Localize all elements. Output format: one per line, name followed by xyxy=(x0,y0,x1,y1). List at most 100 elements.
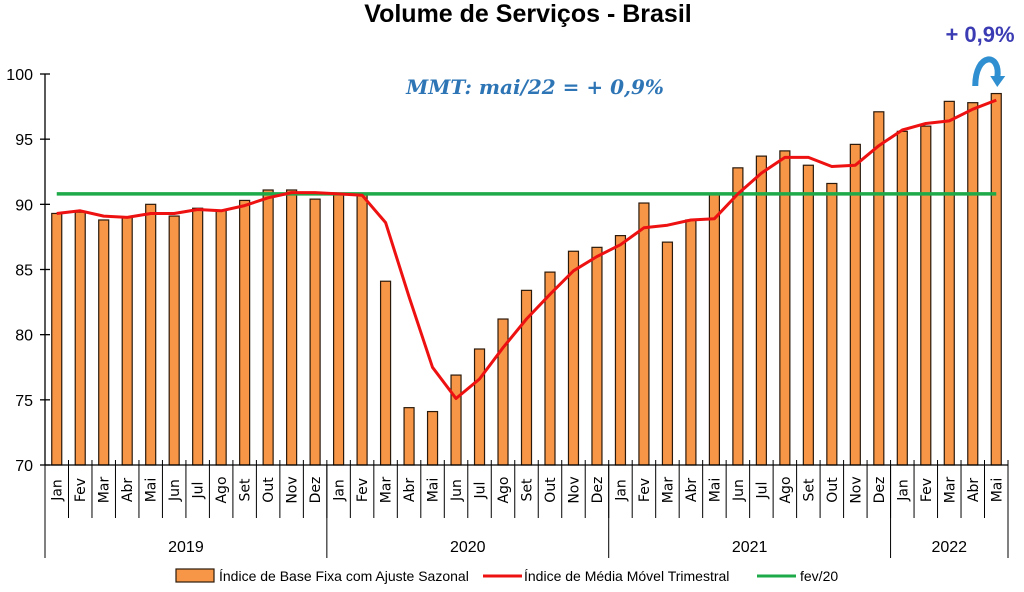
x-tick-label: Dez xyxy=(590,477,606,504)
x-tick-label: Out xyxy=(825,477,841,503)
bar xyxy=(74,211,86,466)
x-tick-label: Nov xyxy=(848,476,864,503)
x-tick-label: Abr xyxy=(120,478,136,502)
bar xyxy=(826,182,838,466)
bar xyxy=(638,202,650,466)
bar xyxy=(121,216,133,466)
y-tick-label: 75 xyxy=(15,393,33,410)
bar xyxy=(168,215,180,466)
year-label: 2021 xyxy=(732,539,768,556)
bar xyxy=(426,410,439,466)
x-tick-label: Fev xyxy=(355,478,371,502)
bar xyxy=(614,235,627,466)
y-axis: 70 75 80 85 90 95 100 xyxy=(6,67,50,475)
x-tick-label: Dez xyxy=(308,477,324,504)
bar-series xyxy=(51,92,1002,466)
x-tick-label: Abr xyxy=(684,478,700,502)
y-tick-label: 95 xyxy=(15,132,33,149)
x-tick-label: Mar xyxy=(379,477,395,504)
bar xyxy=(379,280,392,466)
x-tick-label: Abr xyxy=(402,478,418,502)
x-tick-label: Mar xyxy=(97,477,113,504)
bar xyxy=(286,189,298,466)
arrow-curve xyxy=(972,56,1001,87)
year-label: 2019 xyxy=(168,539,204,556)
x-tick-label: Mai xyxy=(989,478,1005,503)
x-tick-label: Jul xyxy=(754,482,770,500)
legend-line-label: Índice de Média Móvel Trimestral xyxy=(524,568,729,584)
x-tick-label: Dez xyxy=(872,477,888,504)
x-tick-label: Ago xyxy=(778,476,794,503)
growth-annotation: + 0,9% xyxy=(945,22,1014,47)
x-tick-label: Set xyxy=(238,478,254,502)
x-tick-label: Out xyxy=(261,477,277,503)
bar xyxy=(215,210,227,466)
y-tick-label: 90 xyxy=(15,197,33,214)
chart-title: Volume de Serviços - Brasil xyxy=(364,0,691,28)
bar xyxy=(403,407,415,466)
x-tick-label: Ago xyxy=(496,476,512,503)
bar xyxy=(544,271,556,466)
x-tick-label: Set xyxy=(801,478,817,502)
x-tick-label: Nov xyxy=(566,476,582,503)
bar xyxy=(779,150,791,466)
x-axis: Jan Fev Mar Abr Mai Jun Jul Ago Set Out Nov Dez Jan F… xyxy=(44,460,1009,558)
bar xyxy=(896,130,908,466)
bar xyxy=(192,207,204,466)
x-tick-label: Jun xyxy=(449,479,465,502)
x-tick-label: Jan xyxy=(613,479,629,502)
bar xyxy=(51,212,63,466)
y-tick-label: 100 xyxy=(6,67,33,84)
bar xyxy=(356,193,368,466)
bar xyxy=(990,92,1002,466)
x-tick-label: Fev xyxy=(73,478,89,502)
y-tick-label: 70 xyxy=(15,458,33,475)
bar xyxy=(732,167,744,466)
bar xyxy=(239,199,251,466)
bar xyxy=(567,250,580,466)
legend-bar-label: Índice de Base Fixa com Ajuste Sazonal xyxy=(219,568,469,584)
x-tick-label: Jan xyxy=(332,479,348,502)
x-tick-label: Jun xyxy=(167,479,183,502)
bar xyxy=(943,100,955,466)
bar xyxy=(145,203,157,466)
year-label: 2022 xyxy=(931,539,967,556)
x-tick-label: Mai xyxy=(707,478,723,503)
x-tick-label: Jun xyxy=(731,479,747,502)
x-tick-label: Fev xyxy=(637,478,653,502)
x-tick-label: Abr xyxy=(966,478,982,502)
bar xyxy=(591,246,603,466)
x-tick-label: Mai xyxy=(426,478,442,503)
x-tick-label: Jan xyxy=(50,479,66,502)
x-tick-label: Out xyxy=(543,477,559,503)
bar xyxy=(332,193,345,466)
bar xyxy=(708,193,721,466)
bar xyxy=(309,198,321,466)
bar xyxy=(497,318,509,466)
bar xyxy=(685,219,697,466)
y-tick-label: 85 xyxy=(15,263,33,280)
x-tick-label: Mar xyxy=(942,477,958,504)
bar xyxy=(920,125,932,466)
moving-average-series xyxy=(56,98,997,400)
x-tick-label: Ago xyxy=(214,476,230,503)
bar xyxy=(473,348,486,466)
legend: Índice de Base Fixa com Ajuste Sazonal Ín… xyxy=(175,568,838,584)
x-tick-label: Set xyxy=(520,478,536,502)
bar xyxy=(967,102,979,466)
x-tick-label: Mar xyxy=(660,477,676,504)
bar xyxy=(262,189,274,466)
bar xyxy=(450,374,462,466)
mmt-annotation: MMT: mai/22 = + 0,9% xyxy=(405,75,664,99)
bar xyxy=(661,241,674,466)
x-tick-label: Nov xyxy=(285,476,301,503)
bar xyxy=(98,219,110,466)
legend-bar-swatch xyxy=(175,568,215,583)
curved-arrow-icon xyxy=(972,56,1006,87)
x-tick-label: Jan xyxy=(895,479,911,502)
arrow-head xyxy=(990,76,1006,87)
x-tick-label: Jul xyxy=(473,482,489,500)
x-tick-label: Fev xyxy=(919,478,935,502)
x-tick-label: Mai xyxy=(144,478,160,503)
